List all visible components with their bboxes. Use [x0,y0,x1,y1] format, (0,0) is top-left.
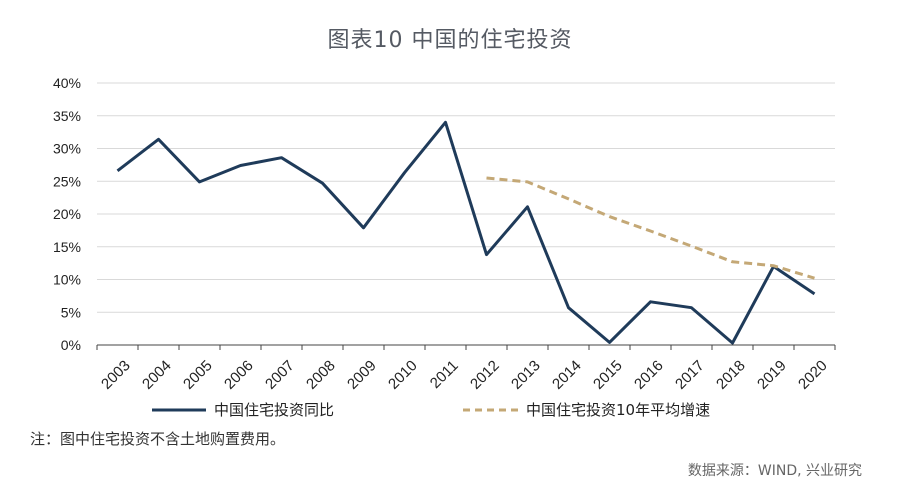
grid-lines [97,82,835,313]
y-tick-label: 10% [53,272,81,288]
x-axis-tick-labels: 2003 2004 2005 2006 2007 2008 2009 2010 2011 2012… [98,357,831,393]
y-tick-label: 30% [53,141,81,157]
x-tick-label: 2018 [713,357,749,393]
x-tick-label: 2004 [139,357,175,393]
x-tick-label: 2003 [98,357,134,393]
y-tick-label: 0% [61,337,81,353]
x-axis [96,344,836,350]
footnote: 注：图中住宅投资不含土地购置费用。 [30,430,286,448]
legend: 中国住宅投资同比 中国住宅投资10年平均增速 [152,401,710,419]
x-tick-label: 2019 [754,357,790,393]
x-tick-label: 2017 [672,357,708,393]
y-axis-tick-labels: 0% 5% 10% 15% 20% 25% 30% 35% 40% [53,75,81,353]
y-tick-label: 20% [53,206,81,222]
x-tick-label: 2007 [262,357,298,393]
series-line-2 [486,176,815,280]
x-tick-label: 2015 [590,357,626,393]
x-tick-label: 2005 [180,357,216,393]
legend-label: 中国住宅投资10年平均增速 [526,401,710,419]
x-tick-label: 2012 [467,357,503,393]
x-tick-label: 2010 [385,357,421,393]
y-tick-label: 35% [53,108,81,124]
x-tick-label: 2006 [221,357,257,393]
data-source: 数据来源：WIND, 兴业研究 [687,463,862,479]
y-tick-label: 25% [53,173,81,189]
series-lines [116,120,816,345]
y-tick-label: 15% [53,239,81,255]
y-tick-label: 40% [53,75,81,91]
x-tick-label: 2014 [549,357,585,393]
x-tick-label: 2013 [508,357,544,393]
x-tick-label: 2011 [427,357,462,392]
series-line-1 [116,120,816,345]
x-tick-label: 2009 [344,357,380,393]
chart-title: 图表10 中国的住宅投资 [327,28,573,53]
x-tick-label: 2020 [795,357,831,393]
x-tick-label: 2016 [631,357,667,393]
x-tick-label: 2008 [303,357,339,393]
y-tick-label: 5% [61,304,81,320]
legend-label: 中国住宅投资同比 [214,401,334,419]
